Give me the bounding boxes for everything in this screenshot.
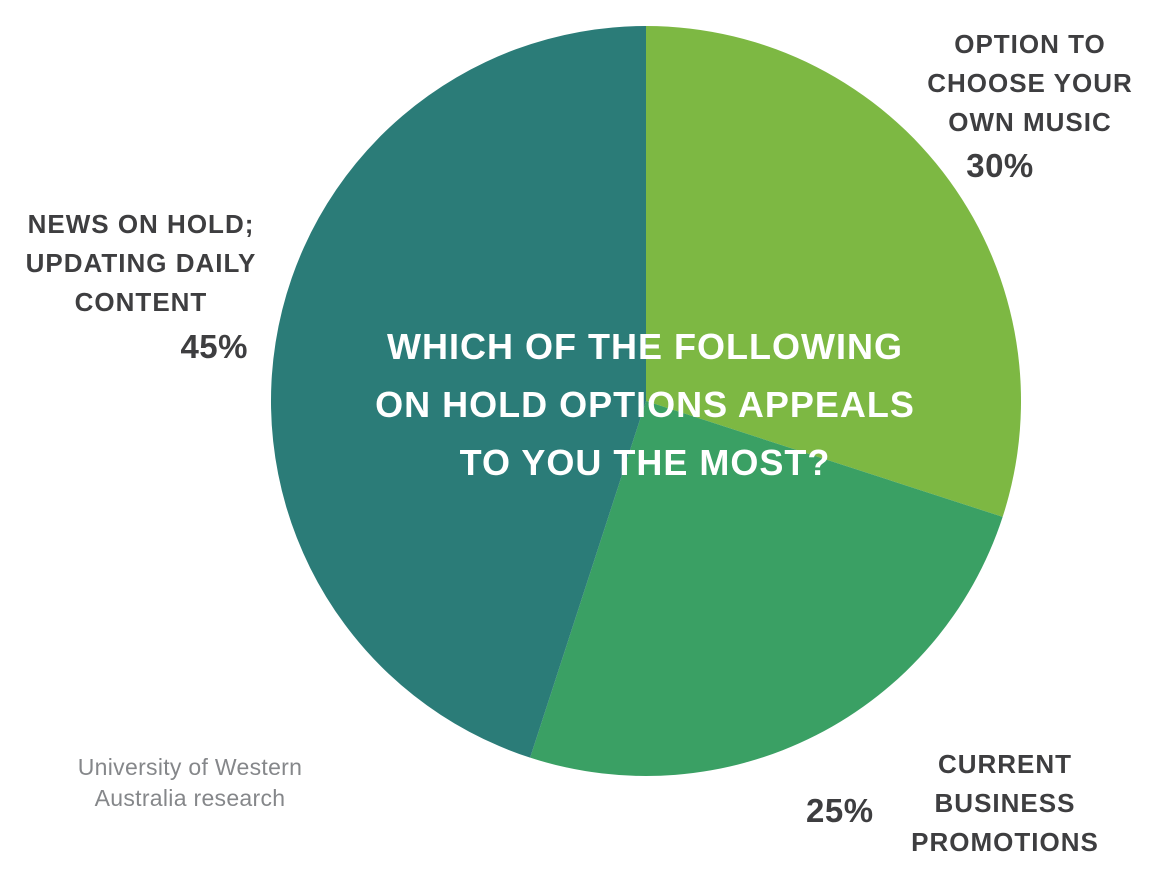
slice-label-text: CURRENT (937, 749, 1073, 779)
slice-label-business-promotions: CURRENT BUSINESS PROMOTIONS (878, 745, 1132, 862)
source-attribution-line: Australia research (94, 785, 286, 811)
slice-label-news-on-hold: NEWS ON HOLD; UPDATING DAILY CONTENT 45% (10, 205, 272, 366)
chart-title-line: WHICH OF THE FOLLOWING (387, 326, 903, 367)
slice-label-text: NEWS ON HOLD; (27, 209, 255, 239)
slice-label-text: UPDATING DAILY (25, 248, 257, 278)
pie-slice-0 (646, 26, 1022, 517)
slice-label-text: CHOOSE YOUR (927, 68, 1133, 98)
source-attribution-line: University of Western (77, 754, 303, 780)
chart-title-line: TO YOU THE MOST? (459, 442, 831, 483)
slice-percent-choose-music: 30% (966, 147, 1034, 184)
source-attribution: University of Western Australia research (38, 752, 342, 814)
chart-title: WHICH OF THE FOLLOWING ON HOLD OPTIONS A… (325, 318, 965, 492)
slice-label-choose-music: OPTION TO CHOOSE YOUR OWN MUSIC 30% (905, 25, 1155, 185)
slice-percent-business-promotions: 25% (806, 792, 874, 829)
slice-label-text: OWN MUSIC (948, 107, 1112, 137)
slice-percent-news-on-hold: 45% (180, 328, 248, 365)
pie-slice-1 (530, 401, 1003, 777)
slice-label-text: PROMOTIONS (911, 827, 1099, 857)
slice-label-text: BUSINESS (934, 788, 1076, 818)
chart-title-line: ON HOLD OPTIONS APPEALS (375, 384, 915, 425)
pie-slice-2 (270, 25, 646, 758)
slice-label-text: OPTION TO (954, 29, 1106, 59)
slice-label-text: CONTENT (74, 287, 208, 317)
